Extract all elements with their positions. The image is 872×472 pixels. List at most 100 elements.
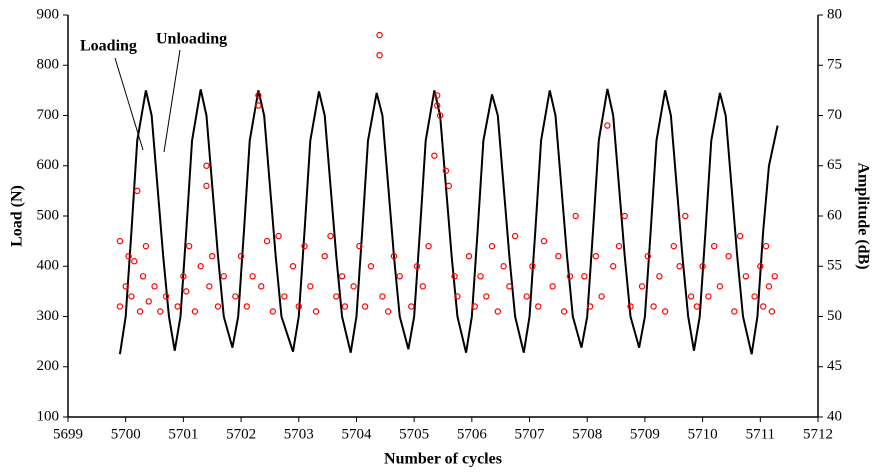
amplitude-point xyxy=(488,242,496,250)
amplitude-point xyxy=(442,167,450,174)
x-tick-label: 5708 xyxy=(572,426,602,442)
y2-tick-label: 50 xyxy=(827,308,842,324)
amplitude-point xyxy=(751,293,758,300)
amplitude-point xyxy=(661,308,669,315)
amplitude-point xyxy=(757,263,764,270)
amplitude-point xyxy=(736,232,744,240)
amplitude-point xyxy=(483,293,490,300)
amplitude-point xyxy=(356,242,363,250)
amplitude-point xyxy=(771,273,778,280)
amplitude-point xyxy=(145,298,152,305)
amplitude-point xyxy=(255,92,262,99)
amplitude-point xyxy=(376,52,383,59)
x-tick-label: 5706 xyxy=(457,426,488,442)
amplitude-point xyxy=(451,273,458,280)
amplitude-point xyxy=(529,263,536,270)
amplitude-point xyxy=(289,263,297,270)
amplitude-point xyxy=(151,283,158,290)
amplitude-point xyxy=(128,293,135,300)
amplitude-point xyxy=(376,31,383,39)
amplitude-point xyxy=(471,303,478,310)
amplitude-point xyxy=(301,242,308,250)
amplitude-point xyxy=(327,232,334,240)
amplitude-point xyxy=(716,283,724,290)
amplitude-point xyxy=(494,308,502,315)
amplitude-point xyxy=(431,152,438,159)
amplitude-point xyxy=(183,288,190,295)
amplitude-point xyxy=(131,258,138,265)
y-tick-label: 600 xyxy=(37,157,60,173)
y2-tick-label: 70 xyxy=(827,107,842,123)
amplitude-point xyxy=(511,232,519,240)
amplitude-point xyxy=(157,308,164,315)
x-tick-label: 5701 xyxy=(168,426,198,442)
y-tick-label: 900 xyxy=(37,6,60,22)
y2-tick-label: 60 xyxy=(827,207,842,223)
amplitude-point xyxy=(506,283,513,290)
amplitude-point xyxy=(350,283,357,290)
amplitude-point xyxy=(413,263,421,270)
amplitude-point xyxy=(232,293,239,300)
amplitude-point xyxy=(598,293,605,300)
y2-tick-label: 75 xyxy=(827,57,842,73)
amplitude-point xyxy=(604,122,611,129)
amplitude-point xyxy=(408,303,415,310)
amplitude-point xyxy=(338,273,346,280)
amplitude-point xyxy=(682,212,689,220)
amplitude-point xyxy=(627,303,634,310)
amplitude-point xyxy=(125,253,132,260)
amplitude-point xyxy=(586,303,594,310)
amplitude-point xyxy=(419,283,427,290)
amplitude-point xyxy=(281,293,288,300)
amplitude-point xyxy=(209,253,216,260)
amplitude-point xyxy=(379,293,386,300)
amplitude-point xyxy=(214,303,222,310)
amplitude-point xyxy=(134,187,141,195)
x-tick-label: 5705 xyxy=(399,426,429,442)
load-line xyxy=(118,88,779,355)
amplitude-point xyxy=(759,303,767,310)
amplitude-point xyxy=(523,293,530,300)
amplitude-point xyxy=(566,273,574,280)
y-tick-label: 700 xyxy=(37,107,60,123)
amplitude-point xyxy=(644,253,652,260)
amplitude-point xyxy=(560,308,568,315)
amplitude-point xyxy=(434,92,441,99)
amplitude-point xyxy=(396,273,403,280)
y2-axis-title: Amplitude (dB) xyxy=(854,162,871,269)
amplitude-point xyxy=(295,303,302,310)
amplitude-point xyxy=(321,253,328,260)
amplitude-point xyxy=(500,263,507,270)
amplitude-point xyxy=(255,102,262,109)
amplitude-point xyxy=(454,293,461,300)
amplitude-point xyxy=(687,293,695,300)
annotation: Loading xyxy=(80,38,137,55)
annotation: Unloading xyxy=(156,31,227,48)
amplitude-point xyxy=(477,273,484,280)
x-axis-title: Number of cycles xyxy=(384,451,502,468)
leader-line xyxy=(163,49,181,153)
amplitude-point xyxy=(572,212,579,220)
amplitude-point xyxy=(765,283,773,290)
y-tick-label: 300 xyxy=(37,308,60,324)
y-tick-label: 400 xyxy=(37,258,60,274)
amplitude-point xyxy=(615,242,623,250)
amplitude-point xyxy=(762,242,770,250)
amplitude-point xyxy=(549,283,556,290)
amplitude-point xyxy=(367,263,375,270)
amplitude-point xyxy=(220,273,227,280)
x-tick-label: 5712 xyxy=(803,426,833,442)
amplitude-point xyxy=(725,253,732,260)
x-tick-label: 5707 xyxy=(515,426,546,442)
amplitude-point xyxy=(203,182,210,190)
amplitude-point xyxy=(263,237,271,245)
amplitude-point xyxy=(162,293,170,300)
y-tick-label: 800 xyxy=(37,57,60,73)
amplitude-point xyxy=(621,212,628,220)
amplitude-point xyxy=(465,253,473,260)
amplitude-point xyxy=(139,273,147,280)
amplitude-point xyxy=(768,308,776,315)
x-tick-label: 5710 xyxy=(688,426,718,442)
amplitude-point xyxy=(142,242,150,250)
